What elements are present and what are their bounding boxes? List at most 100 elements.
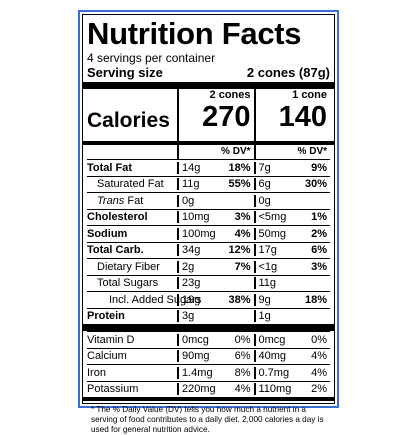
- nutrient-cell: 3g: [177, 310, 254, 323]
- nutrient-amount: 0mcg: [258, 333, 286, 346]
- column-1-cone: 1 cone 140: [253, 89, 331, 141]
- nutrient-amount: 11g: [258, 277, 277, 290]
- nutrient-amount: 6g: [258, 178, 271, 191]
- nutrient-daily-value: 4%: [311, 366, 327, 379]
- nutrient-name: Total Fat: [87, 162, 177, 174]
- nutrient-name-text: Total Carb.: [87, 244, 144, 257]
- nutrient-daily-value: 6%: [234, 350, 251, 363]
- column-2-cones: 2 cones 270: [177, 89, 254, 141]
- nutrient-amount: 19g: [182, 293, 201, 306]
- nutrient-row: Cholesterol 10mg 3% <5mg 1%: [87, 208, 331, 226]
- nutrient-daily-value: 4%: [311, 350, 327, 363]
- nutrient-cell: 50mg 2%: [253, 227, 331, 240]
- nutrient-amount: 14g: [182, 161, 201, 174]
- nutrient-cell: 6g 30%: [253, 178, 331, 191]
- dv-header: % DV*: [177, 145, 254, 159]
- calories-value: 270: [202, 101, 251, 133]
- nutrient-row: Total Carb. 34g 12% 17g 6%: [87, 241, 331, 259]
- nutrient-amount: 9g: [258, 293, 271, 306]
- nutrient-cell: <5mg 1%: [253, 211, 331, 224]
- nutrient-name: Saturated Fat: [87, 178, 177, 190]
- nutrient-name: Incl. Added Sugars: [87, 294, 201, 306]
- nutrient-name: Vitamin D: [87, 334, 177, 346]
- nutrient-daily-value: 3%: [311, 260, 327, 273]
- nutrient-daily-value: 6%: [311, 244, 327, 257]
- nutrient-amount: 100mg: [182, 227, 216, 240]
- nutrient-cell: 19g 38%: [177, 293, 254, 306]
- servings-per-container: 4 servings per container: [87, 51, 216, 65]
- nutrient-name-text: Iron: [87, 366, 106, 379]
- nutrient-row: Dietary Fiber 2g 7% <1g 3%: [87, 258, 330, 275]
- nutrient-amount: 110mg: [258, 383, 292, 396]
- nutrient-cell: 11g 55%: [177, 178, 254, 191]
- nutrient-daily-value: 55%: [228, 178, 251, 191]
- nutrient-row: Protein 3g 1g: [87, 307, 330, 325]
- nutrient-name: Total Sugars: [87, 277, 177, 289]
- nutrient-amount: 7g: [258, 161, 271, 174]
- nutrient-name: Protein: [87, 310, 177, 322]
- nutrient-amount: 1.4mg: [182, 366, 213, 379]
- nutrient-cell: 7g 9%: [253, 161, 331, 174]
- nutrient-cell: 17g 6%: [253, 244, 331, 257]
- nutrient-amount: <1g: [258, 260, 278, 273]
- nutrient-name: Cholesterol: [87, 211, 177, 223]
- nutrient-amount: 220mg: [182, 383, 216, 396]
- nutrient-daily-value: 0%: [311, 333, 327, 346]
- nutrient-name-text: Vitamin D: [87, 333, 135, 346]
- nutrient-name: Trans Fat: [87, 195, 177, 207]
- nutrient-daily-value: 3%: [234, 211, 251, 224]
- nutrient-name: Total Carb.: [87, 244, 177, 256]
- nutrient-daily-value: 4%: [234, 227, 251, 240]
- dv-header: % DV*: [253, 145, 331, 159]
- nutrient-name-text: Sodium: [87, 227, 128, 240]
- calories-label-col: Calories: [87, 89, 177, 141]
- nutrient-name: Potassium: [87, 383, 177, 395]
- nutrient-cell: 11g: [253, 277, 331, 290]
- nutrient-daily-value: 9%: [311, 161, 327, 174]
- nutrient-amount: 11g: [182, 178, 200, 191]
- nutrient-amount: 34g: [182, 244, 201, 257]
- nutrient-cell: 2g 7%: [177, 260, 254, 273]
- nutrient-row: Incl. Added Sugars 19g 38% 9g 18%: [87, 291, 330, 308]
- calories-value: 140: [278, 101, 327, 133]
- nutrient-cell: 40mg 4%: [253, 350, 331, 363]
- nutrient-row: Potassium 220mg 4% 110mg 2%: [87, 380, 331, 398]
- dv-header-row: % DV* % DV*: [87, 145, 330, 159]
- nutrient-row: Calcium 90mg 6% 40mg 4%: [87, 347, 331, 365]
- label-title: Nutrition Facts: [87, 16, 302, 51]
- medium-divider: [83, 397, 334, 401]
- nutrition-label: Nutrition Facts 4 servings per container…: [82, 14, 335, 434]
- nutrient-name: Dietary Fiber: [87, 261, 177, 273]
- nutrient-cell: 0mcg 0%: [253, 333, 331, 346]
- nutrient-name-text: Trans: [97, 194, 125, 207]
- nutrient-daily-value: 4%: [234, 383, 251, 396]
- nutrient-name-text: Total Sugars: [97, 277, 159, 290]
- nutrient-cell: 90mg 6%: [177, 350, 254, 363]
- nutrient-name-text: Protein: [87, 310, 125, 323]
- nutrient-amount: <5mg: [258, 211, 287, 224]
- nutrient-amount: 0mcg: [182, 333, 209, 346]
- nutrient-daily-value: 12%: [228, 244, 251, 257]
- nutrient-cell: 34g 12%: [177, 244, 254, 257]
- nutrient-daily-value: 8%: [234, 366, 251, 379]
- nutrient-amount: 50mg: [258, 227, 287, 240]
- nutrient-cell: 14g 18%: [177, 161, 254, 174]
- label-frame: Nutrition Facts 4 servings per container…: [78, 10, 339, 434]
- nutrient-cell: 0.7mg 4%: [253, 366, 331, 379]
- nutrient-cell: 0g: [177, 194, 254, 207]
- nutrient-daily-value: 2%: [311, 227, 327, 240]
- nutrient-name-suffix: Fat: [124, 194, 144, 207]
- nutrient-cell: 110mg 2%: [253, 383, 331, 396]
- column-header: 2 cones: [209, 89, 251, 101]
- nutrient-amount: 40mg: [258, 350, 287, 363]
- nutrient-name-text: Saturated Fat: [97, 178, 164, 191]
- nutrient-table: Total Fat 14g 18% 7g 9% Saturated Fat 11g 55% 6g…: [87, 159, 330, 324]
- nutrient-name-text: Potassium: [87, 383, 139, 396]
- nutrient-daily-value: 7%: [234, 260, 251, 273]
- nutrient-amount: 0.7mg: [258, 366, 290, 379]
- nutrient-daily-value: 18%: [304, 293, 327, 306]
- nutrient-row: Trans Fat 0g 0g: [87, 192, 330, 209]
- nutrient-row: Saturated Fat 11g 55% 6g 30%: [87, 175, 331, 193]
- thick-divider: [83, 324, 334, 331]
- nutrient-daily-value: 1%: [311, 211, 327, 224]
